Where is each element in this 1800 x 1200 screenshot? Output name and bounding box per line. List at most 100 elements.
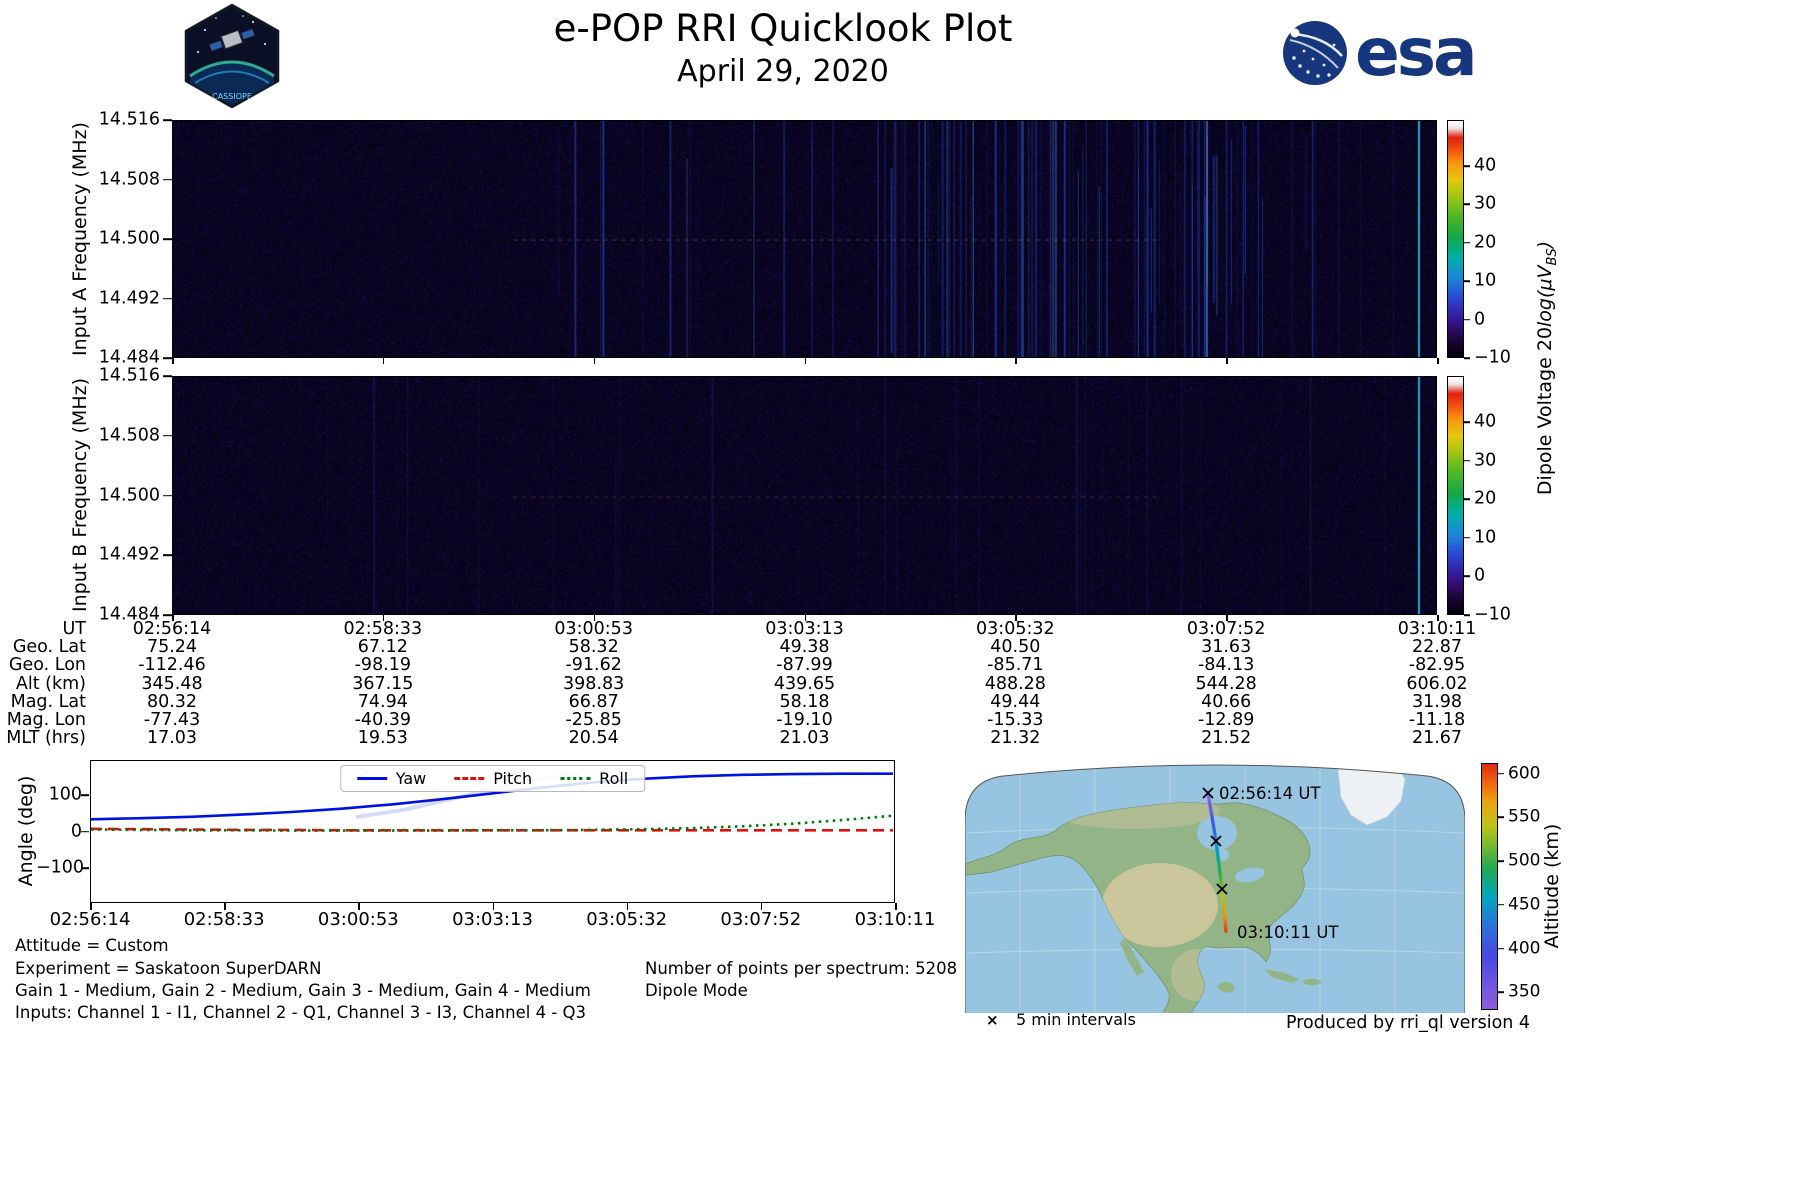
angle-ytick-mark: [81, 794, 89, 796]
ephemeris-value: 20.54: [569, 730, 619, 748]
legend-label: Roll: [599, 769, 628, 788]
ephemeris-row-label: Mag. Lon: [0, 712, 86, 730]
freq-tick-mark: [163, 238, 172, 240]
produced-by-note: Produced by rri_ql version 4: [1286, 1013, 1530, 1033]
colorbar-tick-mark: [1464, 357, 1470, 359]
legend-label: Pitch: [493, 769, 532, 788]
esa-logo: esa: [1280, 18, 1475, 88]
ephemeris-value: 31.63: [1201, 639, 1251, 657]
cbar-label-math: log(μV: [1534, 266, 1556, 327]
ephemeris-value: -91.62: [565, 657, 621, 675]
colorbar-tick-label: 20: [1474, 491, 1496, 509]
ephemeris-value: -98.19: [355, 657, 411, 675]
spectrogram-input-b: [172, 376, 1437, 615]
ephemeris-value: 58.18: [779, 694, 829, 712]
alt-tick-label: 600: [1508, 765, 1540, 782]
ephemeris-value: -15.33: [987, 712, 1043, 730]
freq-tick-label: 14.516: [86, 367, 160, 385]
colorbar-tick-label: 40: [1474, 414, 1496, 432]
colorbar-tick-mark: [1464, 537, 1470, 539]
ephemeris-value: 17.03: [147, 730, 197, 748]
ephemeris-value: 19.53: [358, 730, 408, 748]
angle-legend: Yaw Pitch Roll: [340, 765, 646, 792]
patch-mission-name: CASSIOPE: [212, 92, 252, 101]
altitude-colorbar: [1481, 763, 1498, 1010]
ephemeris-value: 21.52: [1201, 730, 1251, 748]
spectrogram-b-canvas: [173, 377, 1436, 614]
angle-ytick-label: −100: [36, 859, 82, 877]
alt-tick-mark: [1498, 992, 1504, 994]
colorbar-tick-label: 20: [1474, 234, 1496, 252]
legend-line-sample: [560, 777, 590, 780]
alt-tick-label: 350: [1508, 984, 1540, 1001]
angle-ytick-label: 100: [36, 786, 82, 804]
freq-tick-label: 14.508: [86, 427, 160, 445]
colorbar-tick-label: −10: [1474, 606, 1511, 624]
ephemeris-value: -87.99: [776, 657, 832, 675]
freq-tick-label: 14.492: [86, 290, 160, 308]
colorbar-tick-mark: [1464, 204, 1470, 206]
time-tick-mark: [1226, 358, 1228, 364]
legend-line-sample: [357, 777, 387, 780]
ephemeris-value: 66.87: [569, 694, 619, 712]
alt-tick-label: 400: [1508, 940, 1540, 957]
attitude-angle-plot: Yaw Pitch Roll: [90, 760, 895, 903]
alt-tick-mark: [1498, 773, 1504, 775]
alt-tick-mark: [1498, 904, 1504, 906]
altitude-colorbar-label: Altitude (km): [1541, 824, 1563, 949]
colorbar-tick-mark: [1464, 280, 1470, 282]
freq-tick-label: 14.516: [86, 111, 160, 129]
ephemeris-row-label: UT: [0, 621, 86, 639]
freq-tick-mark: [163, 554, 172, 556]
time-tick-mark: [1437, 358, 1439, 364]
alt-tick-mark: [1498, 817, 1504, 819]
freq-tick-mark: [163, 119, 172, 121]
gains-info: Gain 1 - Medium, Gain 2 - Medium, Gain 3…: [15, 981, 591, 1000]
ephemeris-value: -19.10: [776, 712, 832, 730]
ephemeris-row-label: MLT (hrs): [0, 730, 86, 748]
angle-ytick-label: 0: [36, 823, 82, 841]
ephemeris-value: 49.38: [779, 639, 829, 657]
esa-logo-text: esa: [1355, 20, 1475, 86]
cbar-label-subscript: BS: [1545, 248, 1560, 265]
ephemeris-row-label: Geo. Lon: [0, 657, 86, 675]
experiment-info: Experiment = Saskatoon SuperDARN: [15, 959, 321, 978]
ephemeris-value: -77.43: [144, 712, 200, 730]
ephemeris-value: -112.46: [138, 657, 206, 675]
colorbar-tick-label: −10: [1474, 349, 1511, 367]
map-hispaniola: [1303, 979, 1321, 985]
colorbar-tick-label: 0: [1474, 311, 1485, 329]
dipole-colorbar-a: [1447, 120, 1464, 358]
ephemeris-value: -85.71: [987, 657, 1043, 675]
time-tick-mark: [805, 358, 807, 364]
esa-globe-icon: [1280, 18, 1350, 88]
time-tick-mark: [1015, 358, 1017, 364]
colorbar-tick-label: 10: [1474, 272, 1496, 290]
legend-label: Yaw: [396, 769, 426, 788]
ephemeris-value: 398.83: [563, 676, 624, 694]
freq-tick-label: 14.508: [86, 171, 160, 189]
angle-xtick-label: 03:10:11: [855, 911, 936, 929]
ephemeris-value: 67.12: [358, 639, 408, 657]
freq-tick-mark: [163, 495, 172, 497]
time-tick-mark: [383, 358, 385, 364]
angle-xtick-label: 03:05:32: [586, 911, 667, 929]
ephemeris-value: 03:00:53: [554, 621, 633, 639]
ephemeris-row-label: Geo. Lat: [0, 639, 86, 657]
alt-tick-label: 500: [1508, 853, 1540, 870]
spectrogram-input-a: [172, 120, 1437, 358]
freq-tick-label: 14.500: [86, 230, 160, 248]
alt-tick-label: 450: [1508, 896, 1540, 913]
angle-xtick-label: 03:03:13: [452, 911, 533, 929]
attitude-info: Attitude = Custom: [15, 936, 169, 955]
track-start-label: 02:56:14 UT: [1219, 784, 1321, 803]
colorbar-tick-label: 40: [1474, 157, 1496, 175]
ephemeris-value: 40.66: [1201, 694, 1251, 712]
legend-item: Pitch: [454, 769, 532, 788]
ephemeris-value: -25.85: [565, 712, 621, 730]
legend-item: Roll: [560, 769, 628, 788]
ephemeris-value: 80.32: [147, 694, 197, 712]
alt-tick-mark: [1498, 948, 1504, 950]
freq-tick-mark: [163, 298, 172, 300]
angle-xtick-label: 03:00:53: [318, 911, 399, 929]
